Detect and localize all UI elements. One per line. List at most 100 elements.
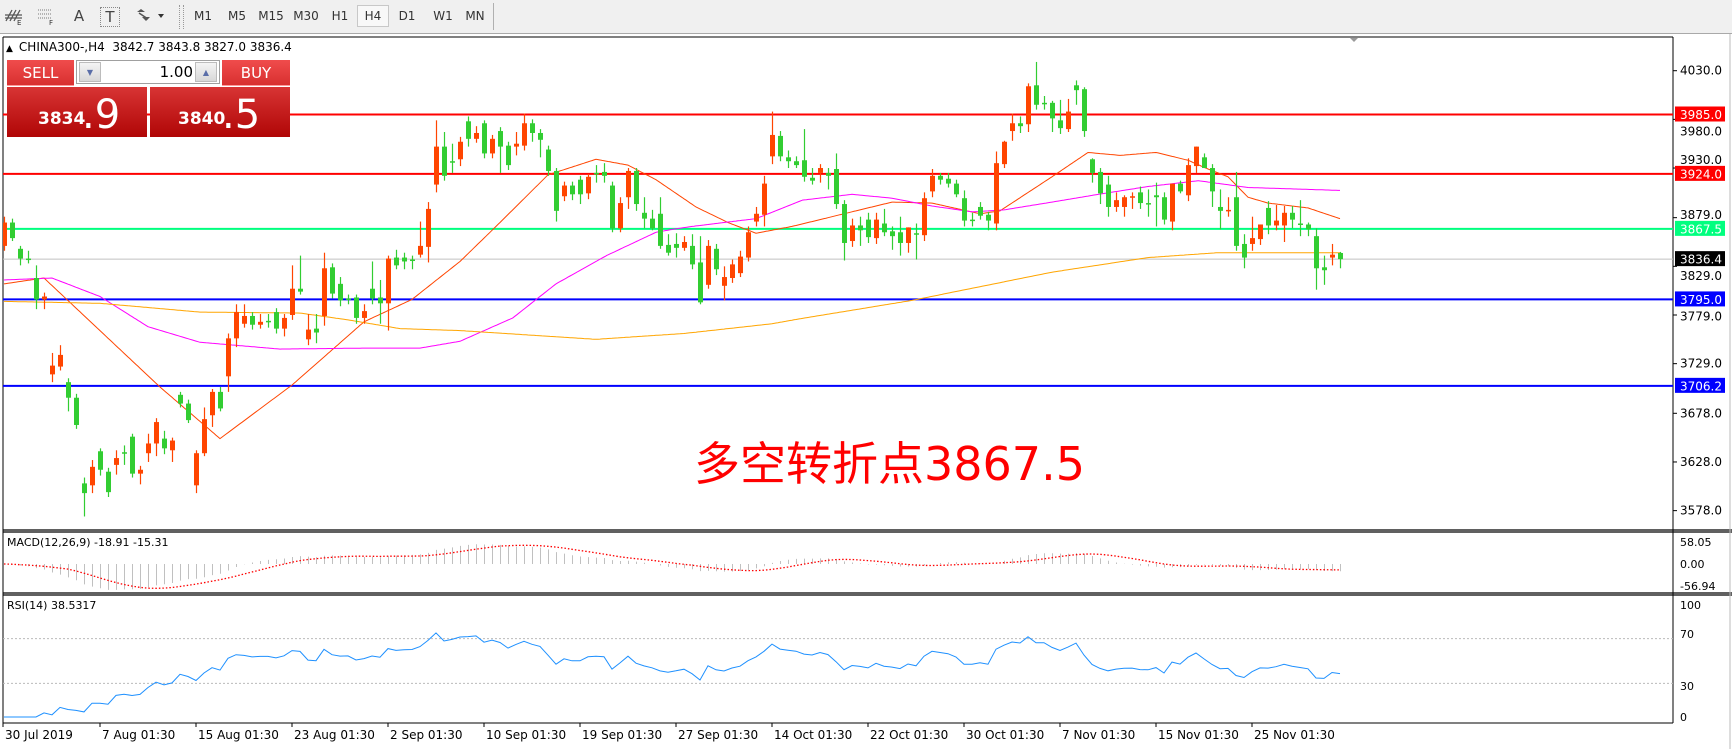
candle-body (954, 183, 959, 195)
sell-button[interactable]: SELL (7, 60, 74, 86)
candle-body (514, 143, 519, 147)
timeframe-d1-button[interactable]: D1 (398, 9, 416, 23)
candle (146, 433, 151, 462)
candle-body (402, 257, 407, 262)
candle-body (186, 403, 191, 421)
buy-button[interactable]: BUY (222, 60, 290, 86)
candle (1074, 80, 1079, 105)
candle-body (554, 170, 559, 211)
buy-price-fraction: .5 (222, 92, 261, 138)
candle (330, 263, 335, 299)
toolbar-grip[interactable] (179, 5, 184, 29)
candle-body (386, 258, 391, 304)
lot-increase-button[interactable]: ▲ (195, 62, 217, 82)
candle (434, 120, 439, 193)
candle-body (362, 311, 367, 318)
collapse-triangle-icon[interactable]: ▲ (6, 44, 13, 54)
lot-decrease-button[interactable]: ▼ (79, 62, 101, 82)
timeframe-m15-button[interactable]: M15 (258, 9, 284, 23)
chart-shift-marker-icon[interactable] (1350, 38, 1358, 42)
sell-price-button[interactable]: 3834 .9 (7, 87, 147, 137)
timeframe-m1-button[interactable]: M1 (194, 9, 212, 23)
candle (610, 181, 615, 233)
candle-body (1338, 252, 1343, 260)
time-label: 25 Nov 01:30 (1254, 728, 1335, 742)
candle (1194, 146, 1199, 173)
candle-body (546, 149, 551, 171)
rsi-scale-label: 30 (1680, 680, 1694, 693)
candle (1010, 113, 1015, 141)
price-tick-label: 3980.0 (1680, 124, 1722, 138)
candle-body (234, 312, 239, 339)
fibonacci-fan-icon[interactable]: F (33, 5, 59, 27)
candle-body (1266, 207, 1271, 226)
candle (250, 312, 255, 330)
candle (258, 314, 263, 329)
text-label-tool-label: T (105, 8, 115, 26)
candle (1106, 175, 1111, 217)
candle-body (466, 121, 471, 139)
arrows-icon[interactable] (134, 5, 168, 27)
candle-body (34, 278, 39, 300)
candle-body (898, 232, 903, 243)
macd-pane (3, 544, 1341, 590)
candle (370, 261, 375, 305)
timeframe-h4-button[interactable]: H4 (357, 5, 389, 27)
time-label: 19 Sep 01:30 (582, 728, 662, 742)
timeframe-m5-button[interactable]: M5 (228, 9, 246, 23)
candle-body (914, 233, 919, 235)
candle (906, 227, 911, 253)
candle-body (178, 394, 183, 404)
candle (570, 181, 575, 201)
candle (882, 208, 887, 237)
candle-body (170, 440, 175, 451)
timeframe-m30-button[interactable]: M30 (293, 9, 319, 23)
price-label-box (1675, 106, 1725, 122)
candle (234, 304, 239, 348)
candle (426, 202, 431, 263)
candle-body (1002, 141, 1007, 165)
timeframe-mn-button[interactable]: MN (465, 9, 485, 23)
macd-scale-label: -56.94 (1680, 580, 1715, 593)
candle (42, 292, 47, 310)
candle (874, 212, 879, 244)
candle (474, 126, 479, 143)
candle-body (58, 354, 63, 367)
candle (594, 165, 599, 183)
candle (410, 255, 415, 270)
candle-body (754, 213, 759, 222)
candle (1002, 140, 1007, 169)
buy-price-button[interactable]: 3840 .5 (150, 87, 290, 137)
time-label: 7 Nov 01:30 (1062, 728, 1135, 742)
timeframe-h1-button[interactable]: H1 (331, 9, 349, 23)
candle-body (866, 219, 871, 238)
candle (866, 212, 871, 243)
candle-body (1298, 223, 1303, 226)
candle (298, 255, 303, 295)
candle-body (490, 138, 495, 154)
candle-body (3, 222, 7, 246)
candle (578, 175, 583, 205)
candle-body (810, 177, 815, 181)
candle (1122, 195, 1127, 217)
text-icon[interactable]: A (66, 5, 92, 27)
candle-body (642, 212, 647, 219)
candle-body (1130, 196, 1135, 198)
candle (1290, 205, 1295, 229)
text-label-icon[interactable]: T (100, 7, 120, 27)
fibonacci-expansion-icon[interactable]: E (1, 5, 27, 27)
symbol-label: CHINA300-,H4 (18, 40, 105, 54)
timeframe-w1-button[interactable]: W1 (433, 9, 453, 23)
candle-body (938, 175, 943, 180)
lot-size-input[interactable]: ▼ 1.00 ▲ (76, 60, 220, 84)
candle-body (834, 169, 839, 205)
candle (1314, 228, 1319, 290)
candle (10, 218, 15, 242)
price-label-3924.0: 3924.0 (1680, 167, 1722, 181)
candle (626, 168, 631, 209)
candle-body (698, 262, 703, 303)
candle-body (786, 157, 791, 162)
candle (1258, 224, 1263, 245)
candle (802, 129, 807, 182)
